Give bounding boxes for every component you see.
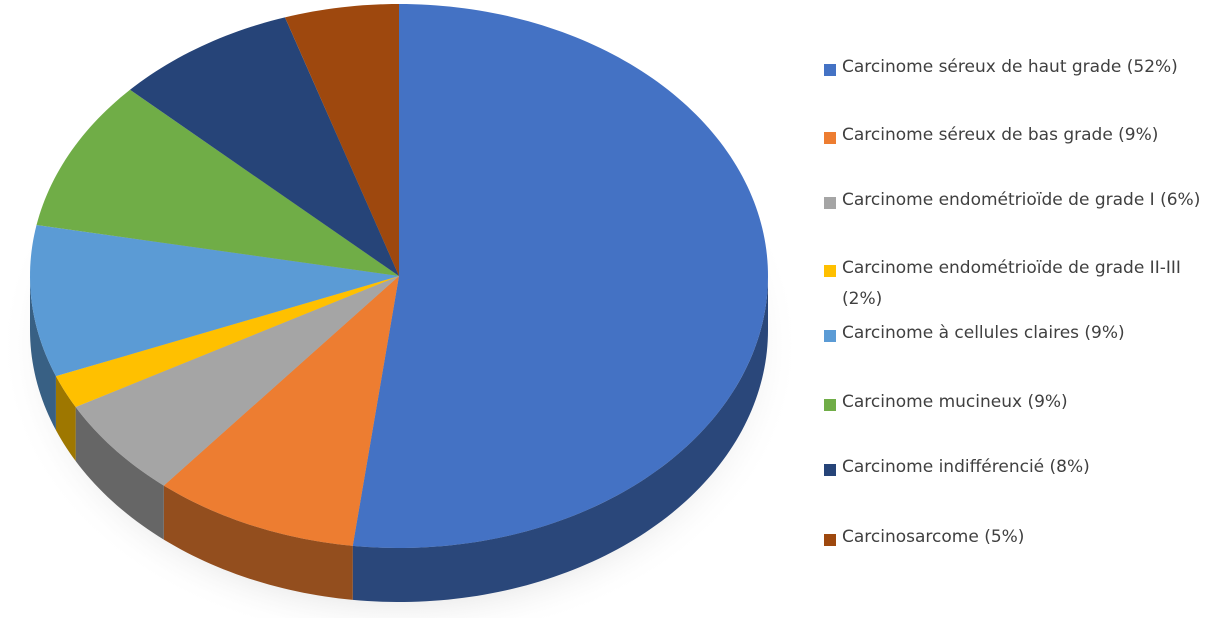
legend-swatch — [824, 132, 836, 144]
slice-side — [352, 276, 768, 602]
slice — [36, 89, 399, 276]
legend-swatch — [824, 64, 836, 76]
legend-label: Carcinome à cellules claires (9%) — [842, 323, 1125, 343]
legend-label: Carcinome mucineux (9%) — [842, 392, 1068, 412]
legend-item: Carcinome séreux de bas grade (9%) — [824, 125, 1228, 151]
legend-label: Carcinome séreux de haut grade (52%) — [842, 57, 1178, 77]
legend-swatch — [824, 534, 836, 546]
legend-swatch — [824, 265, 836, 277]
chart — [0, 4, 800, 618]
legend-swatch — [824, 464, 836, 476]
slice — [55, 276, 399, 408]
legend-item: Carcinome endométrioïde de grade I (6%) — [824, 190, 1228, 216]
legend-label: Carcinome indifférencié (8%) — [842, 457, 1090, 477]
legend-label: Carcinome endométrioïde de grade II-III … — [842, 258, 1181, 309]
legend-label: Carcinome séreux de bas grade (9%) — [842, 125, 1159, 145]
slice-side — [30, 276, 56, 431]
slice-side — [163, 485, 353, 600]
legend-item: Carcinome endométrioïde de grade II-III … — [824, 258, 1228, 315]
legend-swatch — [824, 197, 836, 209]
legend-swatch — [824, 399, 836, 411]
legend-item: Carcinosarcome (5%) — [824, 527, 1228, 553]
legend-item: Carcinome indifférencié (8%) — [824, 457, 1228, 483]
legend-item: Carcinome à cellules claires (9%) — [824, 323, 1228, 349]
slice — [284, 4, 399, 276]
slice-side — [55, 376, 76, 462]
slice — [352, 4, 768, 548]
legend-swatch — [824, 330, 836, 342]
slice — [163, 276, 399, 546]
legend-item: Carcinome mucineux (9%) — [824, 392, 1228, 418]
slice — [130, 17, 400, 277]
slice — [30, 225, 400, 377]
legend-label: Carcinosarcome (5%) — [842, 527, 1025, 547]
legend-item: Carcinome séreux de haut grade (52%) — [824, 57, 1228, 83]
slice — [75, 276, 400, 486]
slice-side — [75, 407, 164, 540]
legend-label: Carcinome endométrioïde de grade I (6%) — [842, 190, 1201, 210]
